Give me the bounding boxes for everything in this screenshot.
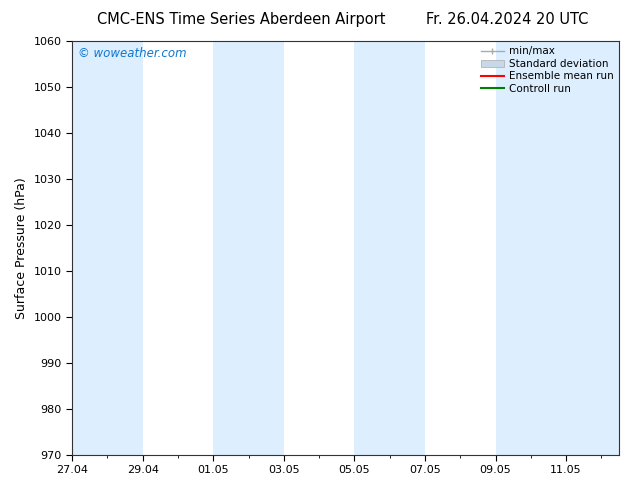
Bar bbox=[354, 41, 425, 455]
Legend: min/max, Standard deviation, Ensemble mean run, Controll run: min/max, Standard deviation, Ensemble me… bbox=[479, 44, 616, 96]
Y-axis label: Surface Pressure (hPa): Surface Pressure (hPa) bbox=[15, 177, 28, 318]
Text: CMC-ENS Time Series Aberdeen Airport: CMC-ENS Time Series Aberdeen Airport bbox=[96, 12, 385, 27]
Bar bbox=[496, 41, 619, 455]
Text: Fr. 26.04.2024 20 UTC: Fr. 26.04.2024 20 UTC bbox=[426, 12, 588, 27]
Bar bbox=[72, 41, 143, 455]
Bar bbox=[213, 41, 284, 455]
Text: © woweather.com: © woweather.com bbox=[77, 47, 186, 60]
